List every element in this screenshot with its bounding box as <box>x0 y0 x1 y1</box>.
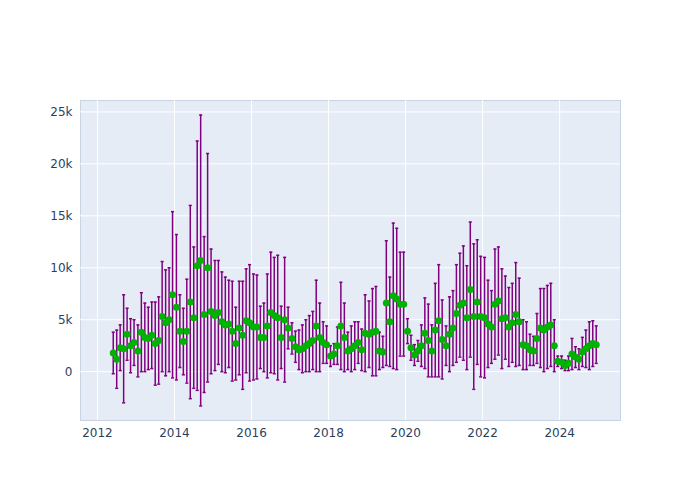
svg-text:5k: 5k <box>58 313 73 327</box>
svg-text:25k: 25k <box>50 105 72 119</box>
svg-text:2012: 2012 <box>82 426 113 440</box>
svg-text:10k: 10k <box>50 261 72 275</box>
svg-text:2020: 2020 <box>390 426 421 440</box>
svg-text:2024: 2024 <box>544 426 575 440</box>
svg-text:20k: 20k <box>50 157 72 171</box>
svg-text:2018: 2018 <box>313 426 344 440</box>
svg-text:15k: 15k <box>50 209 72 223</box>
svg-text:2022: 2022 <box>467 426 498 440</box>
svg-text:0: 0 <box>65 365 73 379</box>
svg-text:2016: 2016 <box>236 426 267 440</box>
svg-text:2014: 2014 <box>159 426 190 440</box>
